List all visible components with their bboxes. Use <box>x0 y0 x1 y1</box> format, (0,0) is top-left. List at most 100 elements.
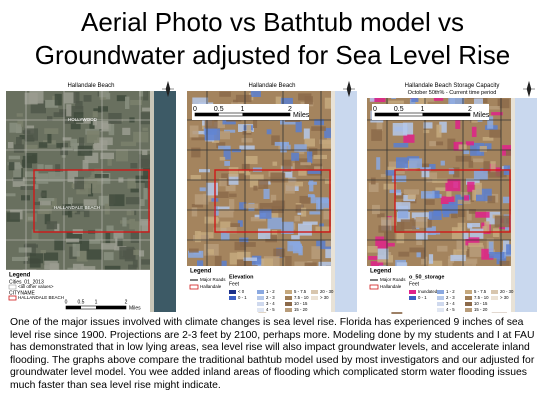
map-texture <box>409 98 416 109</box>
map-texture <box>98 106 108 112</box>
legend-label: Hallandale <box>380 284 402 289</box>
map-texture <box>6 212 20 222</box>
legend-label: 10 - 15 <box>474 301 488 306</box>
map-texture <box>316 240 332 250</box>
map-texture <box>76 118 91 124</box>
map-texture <box>425 199 435 205</box>
map-title: Hallandale Beach <box>67 83 114 89</box>
map-texture <box>315 226 332 231</box>
map-texture <box>54 239 65 251</box>
legend-layer: Elevation <box>229 274 254 280</box>
map-texture <box>489 252 505 259</box>
map-texture <box>285 256 292 269</box>
map-texture <box>122 217 127 227</box>
map-texture <box>38 142 48 148</box>
north-arrow <box>343 80 355 98</box>
map-texture <box>481 248 494 260</box>
map-texture <box>44 214 51 225</box>
map-texture <box>376 157 381 170</box>
map-texture <box>457 209 466 218</box>
map-texture <box>299 195 311 204</box>
scale-unit: Miles <box>293 112 310 119</box>
map-texture <box>44 128 59 134</box>
map-texture <box>54 93 62 106</box>
map-texture <box>309 180 314 192</box>
map-texture <box>323 207 331 220</box>
legend-label: < 0 <box>238 289 245 294</box>
map-texture <box>400 219 417 230</box>
map-texture <box>12 256 28 261</box>
map-texture <box>423 212 432 220</box>
map-texture <box>403 134 415 143</box>
map-texture <box>473 158 484 163</box>
map-texture <box>101 243 117 250</box>
legend-label: 0 - 1 <box>238 295 247 300</box>
map-texture <box>51 198 57 208</box>
body-text: One of the major issues involved with cl… <box>10 317 535 391</box>
map-texture <box>418 96 426 106</box>
map-texture <box>253 117 258 128</box>
map-texture <box>73 112 84 123</box>
legend-swatch <box>285 308 292 312</box>
map-texture <box>92 181 102 194</box>
legend-label: 5 - 7.5 <box>294 289 307 294</box>
legend-title: Legend <box>9 273 31 279</box>
map-texture <box>426 218 432 228</box>
legend-swatch <box>437 296 444 300</box>
map-texture <box>463 150 470 155</box>
map-texture <box>436 124 442 138</box>
map-texture <box>92 120 97 126</box>
map-texture <box>216 131 230 140</box>
map-texture <box>318 261 332 268</box>
map-texture <box>300 162 311 166</box>
map-texture <box>496 255 507 265</box>
map-texture <box>429 141 437 147</box>
map-texture <box>189 125 199 138</box>
map-texture <box>258 228 271 239</box>
map-texture <box>20 186 34 190</box>
map-texture <box>113 230 124 239</box>
map-texture <box>229 193 237 198</box>
map-texture <box>289 181 303 187</box>
map-texture <box>448 168 455 175</box>
legend-layer: Cities_01_2013 <box>9 279 44 285</box>
map-texture <box>143 187 148 200</box>
map-texture <box>378 225 391 233</box>
map-texture <box>448 202 463 206</box>
map-texture <box>250 91 261 97</box>
map-texture <box>230 223 240 227</box>
map-texture <box>392 123 408 136</box>
map-texture <box>453 141 463 151</box>
legend-swatch <box>8 295 17 301</box>
map-texture <box>132 259 138 268</box>
legend-label: 2 - 3 <box>446 295 455 300</box>
map-panel: Hallandale Beach HOLLYWOOD HALLANDALE BEAC… <box>6 80 176 312</box>
map-texture <box>9 162 21 170</box>
map-texture <box>95 228 102 240</box>
map-texture <box>479 146 487 152</box>
map-texture <box>450 254 466 262</box>
map-texture <box>267 217 282 230</box>
map-texture <box>39 205 52 214</box>
map-texture <box>453 249 467 260</box>
map-texture <box>287 241 301 252</box>
map-texture <box>92 111 98 118</box>
map-texture <box>280 142 287 153</box>
map-texture <box>386 166 396 172</box>
map-texture <box>263 188 270 199</box>
scale-unit: Miles <box>129 305 141 311</box>
legend-swatch <box>189 284 199 290</box>
beach <box>150 80 154 312</box>
map-texture <box>411 212 427 218</box>
map-texture <box>402 122 414 135</box>
title-bar <box>367 80 537 98</box>
map-texture <box>48 171 64 182</box>
map-texture <box>75 101 83 109</box>
map-texture <box>238 169 250 174</box>
scale-bar <box>96 306 126 309</box>
map-texture <box>84 152 99 164</box>
map-texture <box>70 138 77 147</box>
map-texture <box>307 194 315 198</box>
map-texture <box>17 120 24 127</box>
map-texture <box>40 250 46 254</box>
